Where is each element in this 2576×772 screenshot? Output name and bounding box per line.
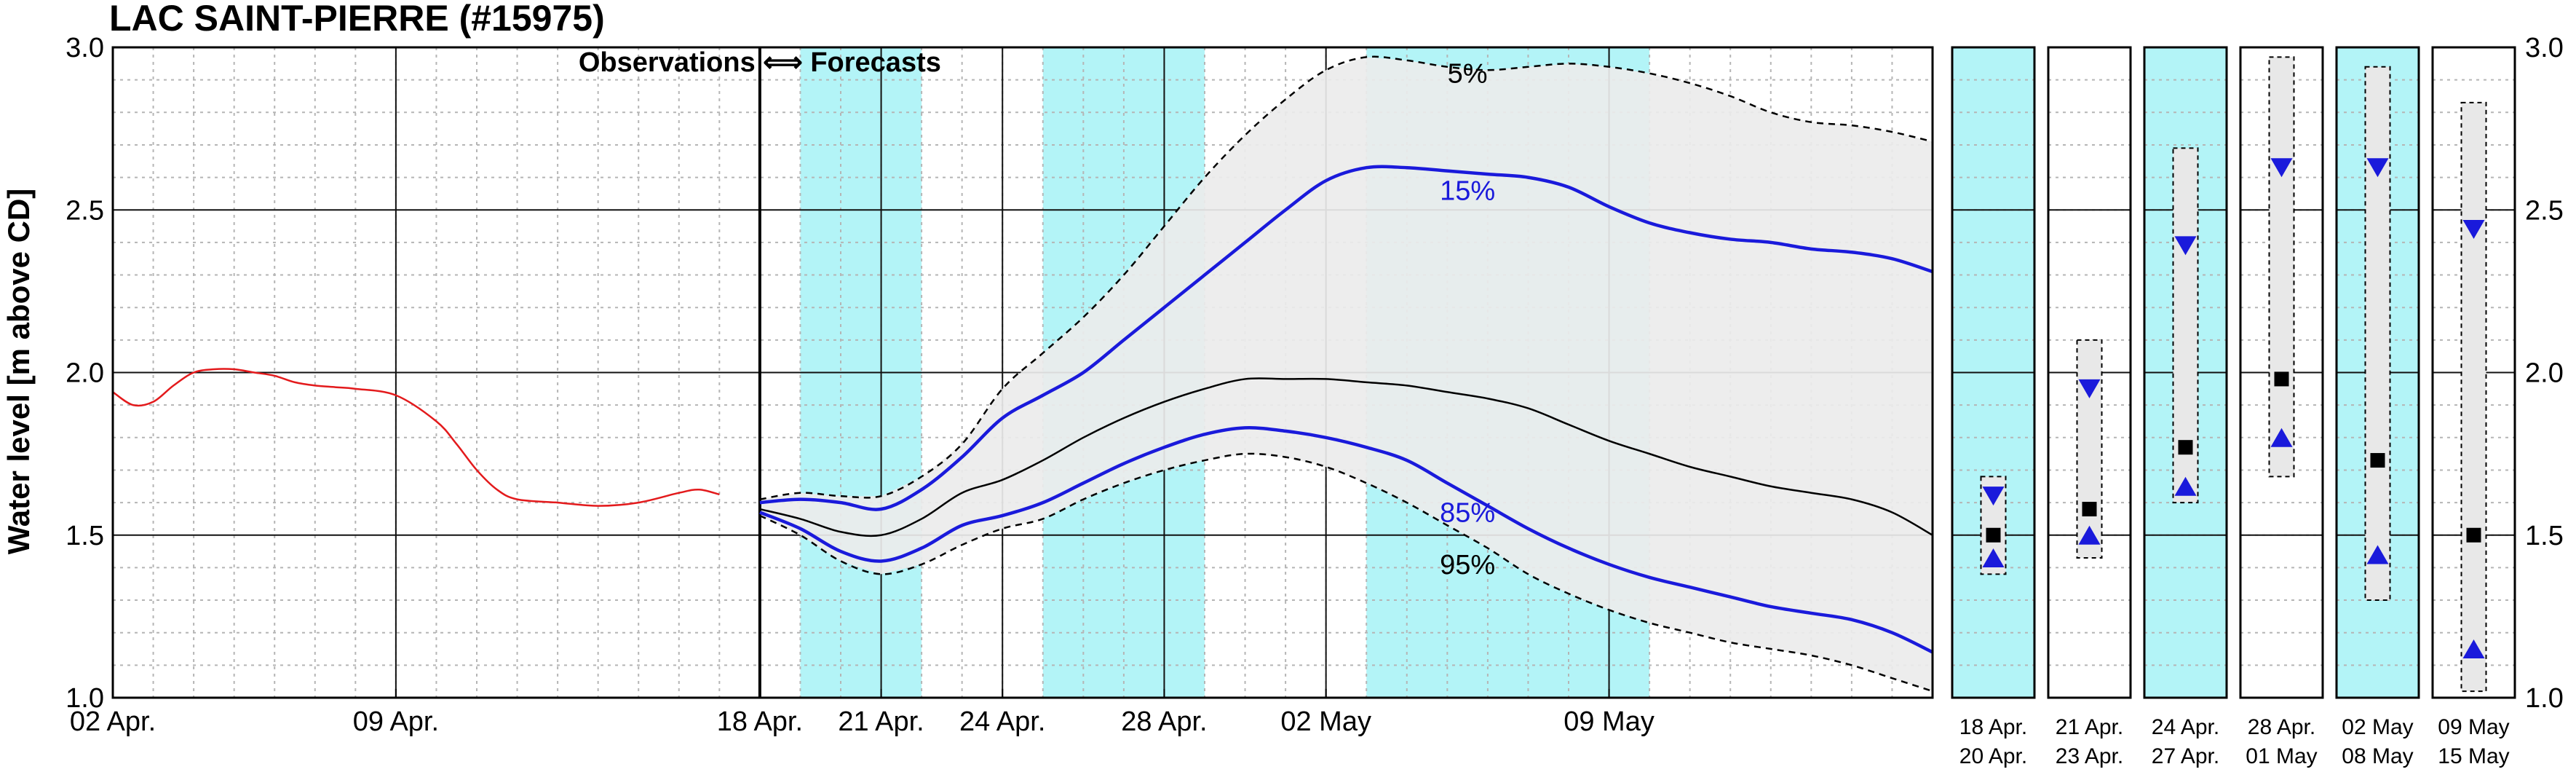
period-panel: 18 Apr. 20 Apr. bbox=[1951, 46, 2036, 768]
panel-label-start: 24 Apr. bbox=[2152, 715, 2219, 739]
series-line-85pct bbox=[759, 426, 1933, 654]
x-tick-label: 24 Apr. bbox=[959, 706, 1045, 737]
panel-label-start: 02 May bbox=[2342, 715, 2413, 739]
panel-range-box bbox=[2076, 339, 2103, 559]
panel-range-box bbox=[2268, 56, 2295, 478]
period-panel: 21 Apr. 23 Apr. bbox=[2047, 46, 2132, 768]
panel-label-start: 18 Apr. bbox=[1959, 715, 2027, 739]
period-panel: 02 May 08 May bbox=[2335, 46, 2420, 768]
x-tick-label: 28 Apr. bbox=[1121, 706, 1207, 737]
period-panel: 28 Apr. 01 May bbox=[2239, 46, 2324, 768]
panel-frame bbox=[2335, 46, 2420, 699]
panel-median-marker bbox=[2082, 502, 2097, 517]
panel-p15-marker bbox=[1982, 487, 2005, 506]
percentile-label: 95% bbox=[1440, 550, 1495, 580]
x-tick-label: 21 Apr. bbox=[838, 706, 924, 737]
panel-median-marker bbox=[2274, 371, 2289, 387]
series-line-5pct bbox=[759, 55, 1933, 500]
y-axis-left: 1.0 1.5 2.0 2.5 3.0 bbox=[66, 33, 104, 714]
y-tick-label-right: 3.0 bbox=[2525, 33, 2564, 63]
panel-median-marker bbox=[2466, 527, 2481, 543]
y-tick-label-right: 2.5 bbox=[2525, 195, 2564, 226]
y-axis-label: Water level [m above CD] bbox=[1, 189, 36, 555]
panel-p85-marker bbox=[1982, 548, 2005, 568]
panel-p85-marker bbox=[2174, 476, 2197, 496]
panel-p85-marker bbox=[2462, 639, 2485, 659]
panel-frame bbox=[2047, 46, 2132, 699]
panel-label-start: 21 Apr. bbox=[2056, 715, 2123, 739]
chart-title: LAC SAINT-PIERRE (#15975) bbox=[109, 0, 605, 39]
observations-forecasts-annotation: Observations ⟺ Forecasts bbox=[579, 47, 941, 78]
panel-label-end: 08 May bbox=[2342, 744, 2413, 768]
panel-frame bbox=[2143, 46, 2228, 699]
x-tick-label: 09 Apr. bbox=[353, 706, 439, 737]
panel-label-end: 15 May bbox=[2438, 744, 2509, 768]
y-tick-label-left: 2.5 bbox=[66, 195, 104, 226]
period-summary-panels: 18 Apr. 20 Apr. 21 Apr. 23 Apr. 24 Apr. 27 Ap… bbox=[1951, 46, 2516, 768]
panel-p15-marker bbox=[2462, 220, 2485, 240]
period-panel: 09 May 15 May bbox=[2431, 46, 2516, 768]
percentile-label: 15% bbox=[1440, 176, 1495, 206]
panel-label-end: 20 Apr. bbox=[1959, 744, 2027, 768]
panel-label-end: 01 May bbox=[2246, 744, 2317, 768]
panel-label-end: 27 Apr. bbox=[2152, 744, 2219, 768]
percentile-label: 85% bbox=[1440, 497, 1495, 528]
panel-p15-marker bbox=[2366, 158, 2389, 178]
panel-range-box bbox=[2364, 66, 2391, 602]
panel-label-start: 28 Apr. bbox=[2248, 715, 2315, 739]
y-tick-label-left: 1.0 bbox=[66, 683, 104, 714]
y-tick-label-left: 2.0 bbox=[66, 358, 104, 389]
y-tick-label-left: 1.5 bbox=[66, 521, 104, 551]
x-tick-label: 18 Apr. bbox=[717, 706, 803, 737]
panel-frame bbox=[2239, 46, 2324, 699]
panel-p85-marker bbox=[2270, 428, 2293, 447]
y-tick-label-right: 1.5 bbox=[2525, 521, 2564, 551]
uncertainty-band bbox=[759, 57, 1933, 692]
panel-median-marker bbox=[1986, 527, 2001, 543]
observed-line bbox=[112, 368, 720, 507]
x-tick-label: 09 May bbox=[1564, 706, 1654, 737]
series-line-median bbox=[759, 377, 1933, 537]
y-tick-label-right: 1.0 bbox=[2525, 683, 2564, 714]
y-tick-label-right: 2.0 bbox=[2525, 358, 2564, 389]
panel-p15-marker bbox=[2174, 236, 2197, 256]
panel-p85-marker bbox=[2366, 545, 2389, 564]
y-axis-right: 1.0 1.5 2.0 2.5 3.0 bbox=[2525, 33, 2564, 714]
percentile-label-group: 15% bbox=[1440, 176, 1495, 206]
panel-p85-marker bbox=[2078, 525, 2101, 545]
percentile-label: 5% bbox=[1448, 59, 1488, 90]
percentile-label-group: 85% bbox=[1440, 497, 1495, 528]
panel-median-marker bbox=[2370, 453, 2385, 468]
series-line-15pct bbox=[759, 165, 1933, 511]
period-panel: 24 Apr. 27 Apr. bbox=[2143, 46, 2228, 768]
panel-p15-marker bbox=[2270, 158, 2293, 178]
main-plot-area: 5% 15% 85% 95% Observations ⟺ Forecasts 02 Ap… bbox=[70, 46, 1934, 737]
panel-label-start: 09 May bbox=[2438, 715, 2509, 739]
percentile-label-group: 95% bbox=[1440, 550, 1495, 580]
panel-label-end: 23 Apr. bbox=[2056, 744, 2123, 768]
percentile-label-group: 5% bbox=[1448, 59, 1488, 90]
y-tick-label-left: 3.0 bbox=[66, 33, 104, 63]
x-tick-label: 02 Apr. bbox=[70, 706, 156, 737]
panel-frame bbox=[2431, 46, 2516, 699]
x-tick-label: 02 May bbox=[1280, 706, 1371, 737]
panel-frame bbox=[1951, 46, 2036, 699]
series-line-95pct bbox=[759, 452, 1933, 693]
panel-median-marker bbox=[2178, 440, 2193, 455]
plot-frame bbox=[111, 46, 1934, 699]
panel-range-box bbox=[2460, 101, 2487, 693]
panel-p15-marker bbox=[2078, 379, 2101, 398]
